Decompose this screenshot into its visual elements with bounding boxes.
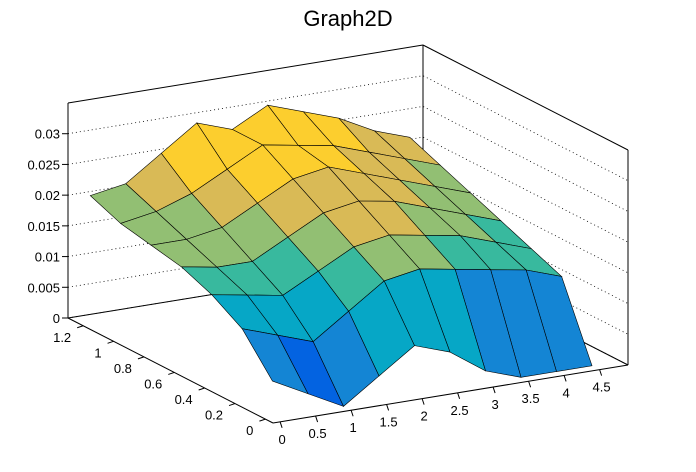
x-tick (492, 386, 496, 394)
x-tick (315, 415, 319, 423)
x-tick (457, 392, 461, 399)
z-tick-label: 0.005 (27, 280, 60, 295)
x-tick-label: 0.5 (309, 426, 327, 441)
y-tick (228, 403, 236, 407)
x-tick-label: 4 (562, 385, 569, 400)
y-axis (67, 317, 274, 424)
z-tick-label: 0.02 (35, 188, 60, 203)
y-tick (259, 418, 266, 422)
x-tick (386, 404, 390, 411)
x-tick (563, 375, 567, 382)
surface-cell (241, 328, 309, 395)
y-tick (77, 325, 84, 329)
x-tick-label: 1 (349, 420, 356, 435)
y-tick (107, 340, 114, 344)
z-tick-label: 0.03 (35, 127, 60, 142)
x-tick (599, 369, 603, 376)
y-tick-label: 0.2 (205, 408, 223, 423)
y-tick-label: 1 (94, 345, 101, 360)
y-tick (198, 387, 205, 391)
x-tick-label: 2 (420, 409, 427, 424)
x-tick-label: 0 (278, 432, 285, 447)
x-tick-label: 3 (491, 397, 498, 412)
y-tick-label: 0 (246, 423, 253, 438)
y-tick-label: 0.6 (144, 376, 162, 391)
x-tick-label: 2.5 (451, 403, 469, 418)
chart-title: Graph2D (303, 6, 392, 31)
x-tick (421, 398, 425, 405)
y-tick-label: 0.4 (175, 392, 193, 407)
box-edge (67, 44, 424, 104)
x-tick-label: 1.5 (380, 414, 398, 429)
x-tick (350, 410, 354, 417)
y-tick (137, 356, 145, 360)
x-tick-label: 3.5 (522, 391, 540, 406)
x-axis (272, 364, 629, 424)
y-tick (168, 371, 175, 375)
z-tick-label: 0.01 (35, 250, 60, 265)
x-tick (279, 421, 283, 428)
y-tick-label: 0.8 (114, 361, 132, 376)
z-tick-label: 0 (53, 311, 60, 326)
y-tick-label: 1.2 (53, 330, 71, 345)
x-tick (528, 381, 532, 388)
box-edge (422, 44, 629, 151)
z-tick-label: 0.015 (27, 219, 60, 234)
x-tick-label: 4.5 (593, 380, 611, 395)
z-tick-label: 0.025 (27, 157, 60, 172)
